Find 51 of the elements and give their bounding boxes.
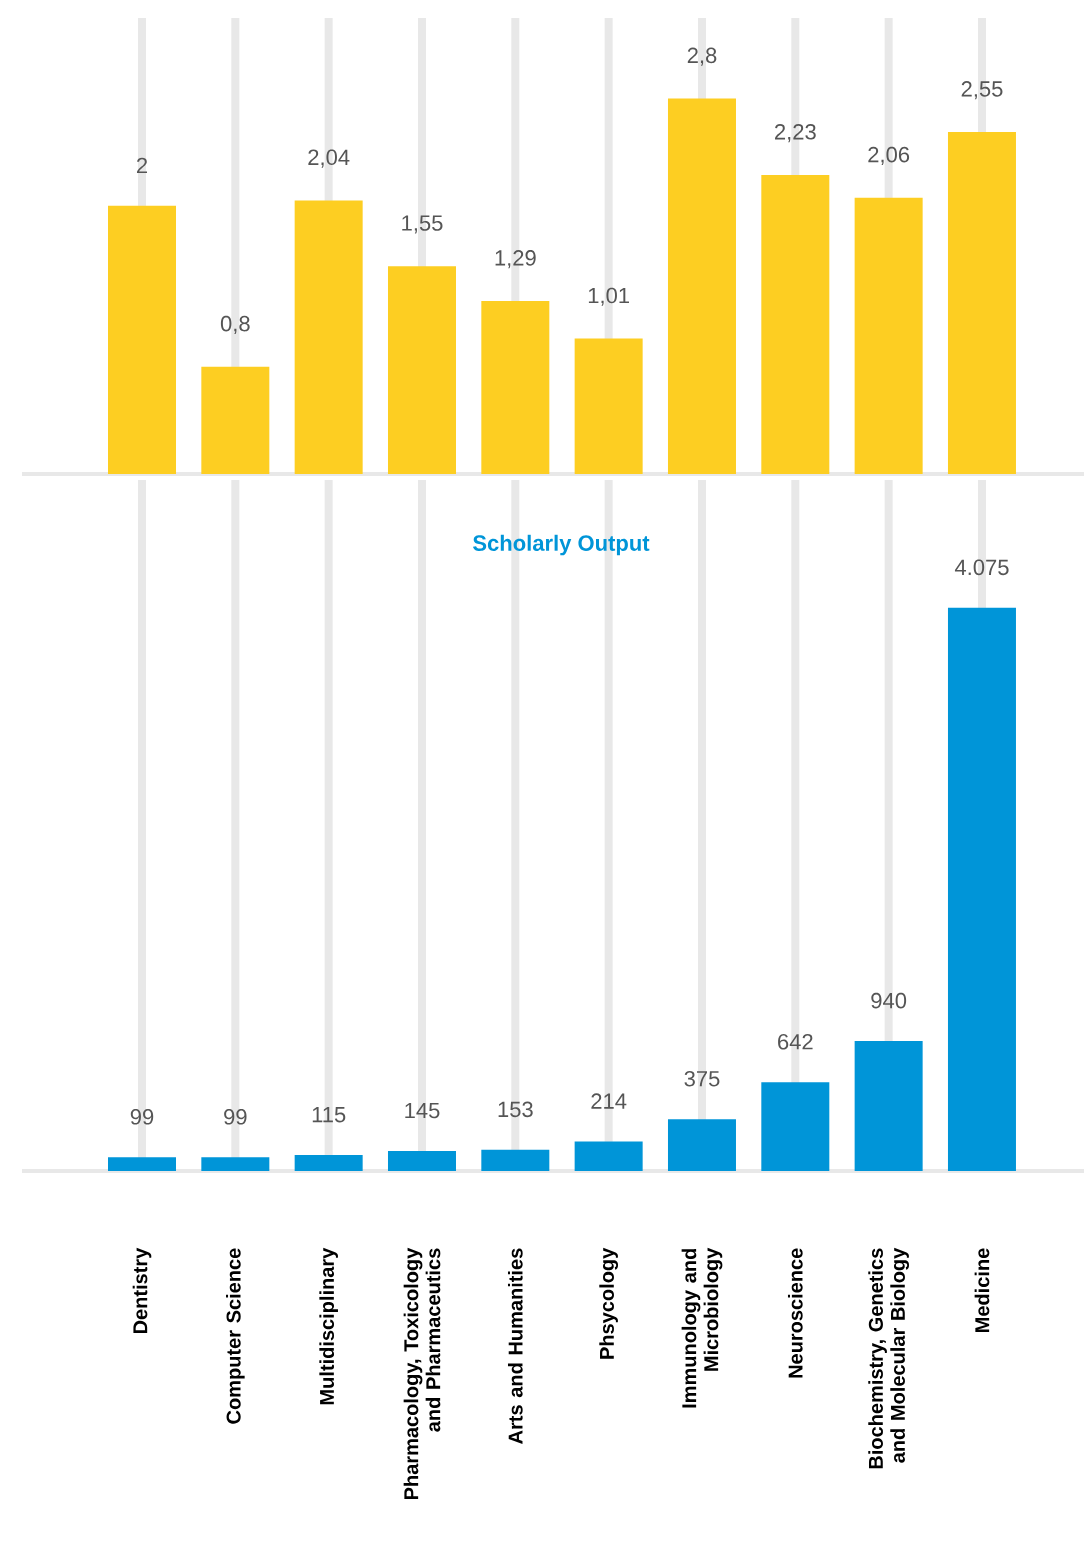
x-tick-label: Computer Science	[226, 1248, 245, 1424]
data-label: 2,04	[308, 149, 350, 168]
bar	[201, 366, 270, 475]
data-label: 1,29	[495, 250, 536, 269]
x-tick-label: Arts and Humanities	[507, 1248, 523, 1444]
data-label: 1,01	[588, 287, 629, 306]
bar	[947, 607, 1016, 1172]
bar	[667, 98, 736, 475]
bar	[108, 205, 176, 475]
x-tick-label: Medicine	[974, 1248, 990, 1332]
data-label: 642	[778, 1034, 813, 1050]
data-label: 115	[312, 1107, 346, 1123]
x-tick-label: Neuroscience	[787, 1248, 803, 1378]
data-label: 145	[405, 1102, 440, 1119]
x-tick-label: Immunology and Microbiology	[681, 1247, 723, 1408]
x-tick-label: Biochemistry, Genetics and Molecular Biology	[868, 1247, 910, 1469]
x-tick-label: Dentistry	[132, 1247, 152, 1334]
bar	[667, 1119, 736, 1172]
bar	[574, 338, 643, 475]
bar	[294, 1155, 363, 1172]
data-label: 375	[684, 1070, 720, 1087]
bar	[761, 174, 830, 475]
bar	[201, 1157, 270, 1172]
data-label: 4.075	[954, 559, 1009, 576]
bar	[854, 197, 923, 475]
data-label: 2,55	[961, 81, 1003, 100]
bar	[294, 200, 363, 475]
data-label: 2,8	[687, 47, 717, 66]
data-label: 2	[136, 157, 148, 174]
data-label: 2,23	[775, 124, 816, 143]
bar	[108, 1157, 176, 1172]
x-tick-label: Pharmacology, Toxicology and Pharmaceutics	[403, 1247, 441, 1500]
bar	[481, 301, 550, 475]
text: Scholarly Output	[473, 534, 650, 556]
data-label: 940	[871, 992, 907, 1009]
data-label: 0,8	[220, 315, 250, 335]
data-label: 99	[130, 1109, 154, 1125]
bar	[761, 1082, 830, 1172]
bar	[481, 1149, 550, 1172]
bar	[387, 1150, 456, 1172]
data-label: 2,06	[868, 146, 910, 166]
bar	[854, 1041, 923, 1172]
x-tick-label: Multidisciplinary	[319, 1247, 338, 1405]
data-label: 153	[498, 1101, 533, 1118]
bar	[387, 266, 456, 475]
data-label: 1,55	[402, 215, 443, 234]
data-label: 214	[591, 1093, 627, 1109]
x-tick-label: Phsycology	[599, 1247, 619, 1359]
bar	[574, 1141, 643, 1172]
data-label: 99	[224, 1109, 247, 1125]
bar	[947, 132, 1016, 475]
